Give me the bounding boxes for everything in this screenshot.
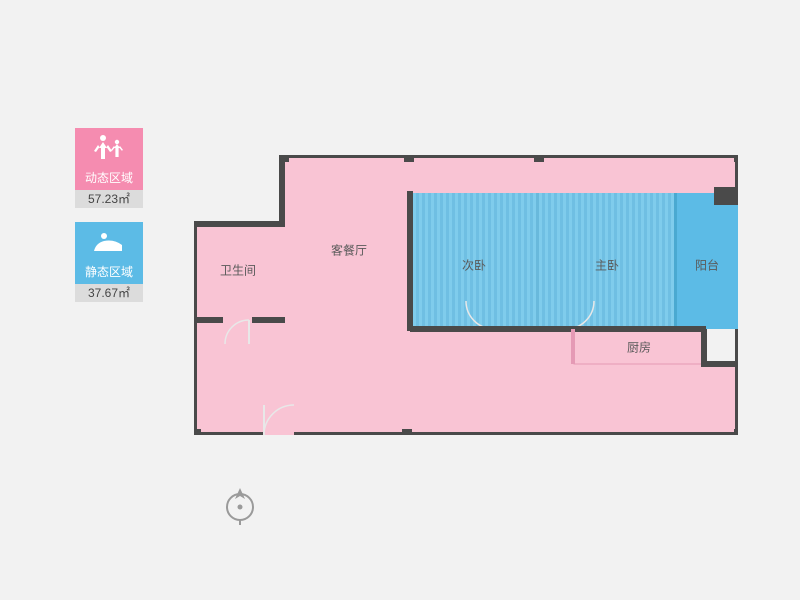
- relax-icon: [75, 222, 143, 262]
- legend-dynamic-title: 动态区域: [75, 168, 143, 190]
- label-bath: 卫生间: [220, 262, 256, 279]
- legend-static-value: 37.67㎡: [75, 284, 143, 302]
- legend-static-title: 静态区域: [75, 262, 143, 284]
- label-bed2: 次卧: [462, 257, 486, 274]
- compass-icon: [220, 485, 260, 525]
- floorplan-stage: 动态区域 57.23㎡ 静态区域 37.67㎡: [0, 0, 800, 600]
- label-balcony: 阳台: [695, 257, 719, 274]
- legend-static: 静态区域 37.67㎡: [75, 222, 143, 302]
- label-bed1: 主卧: [595, 257, 619, 274]
- plan-svg: [194, 155, 738, 435]
- people-icon: [75, 128, 143, 168]
- legend-dynamic-value: 57.23㎡: [75, 190, 143, 208]
- label-living: 客餐厅: [331, 242, 367, 259]
- floor-plan: 客餐厅 卫生间 次卧 主卧 阳台 厨房: [194, 155, 738, 435]
- legend: 动态区域 57.23㎡ 静态区域 37.67㎡: [75, 128, 143, 316]
- label-kitchen: 厨房: [627, 339, 651, 356]
- legend-dynamic: 动态区域 57.23㎡: [75, 128, 143, 208]
